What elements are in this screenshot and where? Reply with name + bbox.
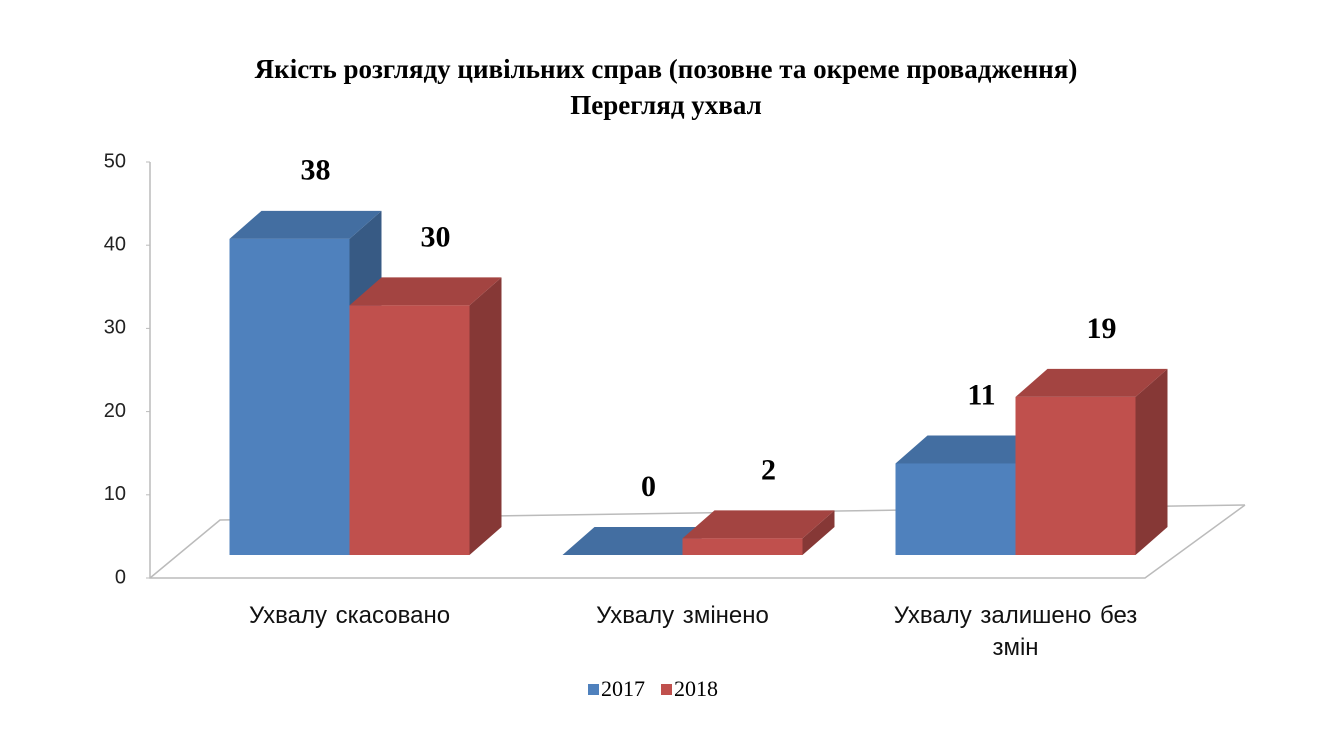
x-tick-label: Ухвалу залишено без змін	[893, 602, 1138, 661]
y-tick-label: 20	[104, 400, 126, 422]
data-label: 38	[301, 154, 331, 187]
bar-side	[1135, 368, 1168, 555]
bar-side	[802, 510, 835, 555]
bar-top	[349, 277, 502, 306]
y-tick-label: 50	[104, 150, 126, 172]
bar-top	[895, 435, 1048, 464]
bar-side	[469, 277, 502, 555]
y-tick-label: 10	[104, 483, 126, 505]
bar	[229, 238, 350, 555]
axis-frame	[149, 162, 1246, 579]
legend-label: 2017	[601, 676, 645, 701]
bar	[349, 305, 470, 555]
bar-top	[682, 510, 835, 539]
y-tick-label: 30	[104, 317, 126, 339]
chart-title: Якість розгляду цивільних справ (позовне…	[255, 54, 1078, 84]
x-tick-label: Ухвалу змінено	[596, 602, 769, 629]
chart-subtitle: Перегляд ухвал	[570, 90, 762, 120]
data-label: 19	[1087, 312, 1117, 345]
bar	[682, 538, 803, 555]
bar-top	[562, 527, 715, 555]
legend-label: 2018	[674, 676, 718, 701]
x-tick-label: Ухвалу скасовано	[248, 602, 451, 629]
bar-top	[229, 210, 382, 239]
bar	[895, 463, 1016, 555]
legend-swatch	[661, 684, 672, 695]
data-label: 30	[421, 220, 451, 253]
legend-swatch	[588, 684, 599, 695]
data-label: 0	[641, 470, 656, 503]
y-tick-label: 40	[104, 233, 126, 255]
data-label: 2	[761, 453, 776, 486]
bar-top	[1015, 368, 1168, 397]
y-tick-label: 0	[115, 566, 126, 588]
data-label: 11	[967, 378, 995, 411]
bar	[1015, 396, 1136, 555]
